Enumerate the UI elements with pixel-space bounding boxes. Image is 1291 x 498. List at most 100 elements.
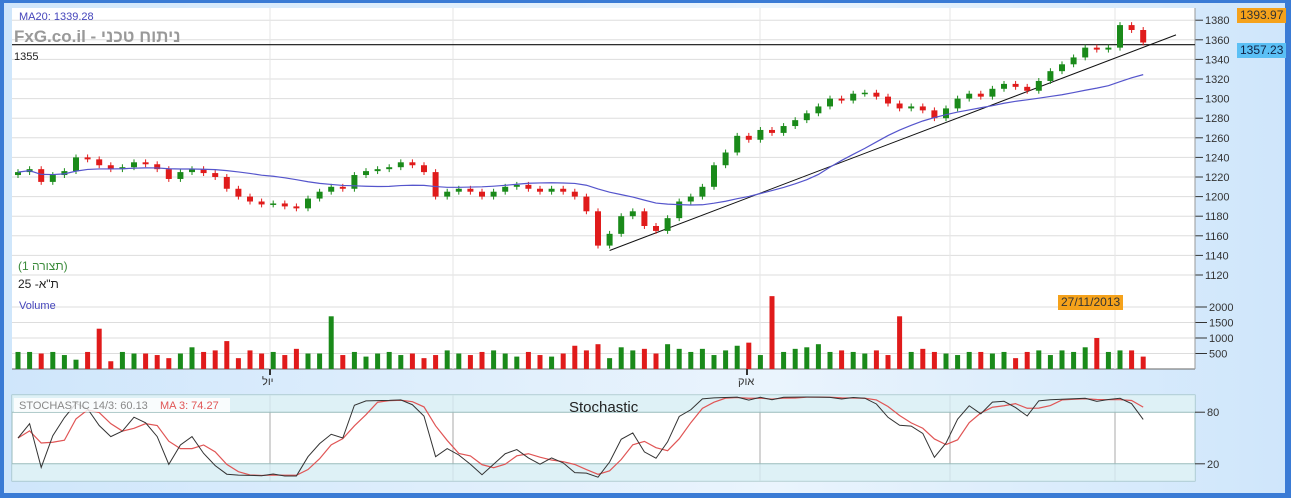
candle-body [1082, 47, 1089, 58]
stoch-ma-line [17, 396, 1144, 477]
volume-bar [143, 353, 149, 369]
volume-bar [757, 355, 763, 369]
candle-body [258, 201, 265, 205]
volume-bar [154, 355, 160, 369]
volume-bar [363, 356, 369, 369]
volume-bar [282, 355, 288, 369]
volume-bar [630, 350, 636, 369]
volume-bar [177, 353, 183, 369]
candle-body [1012, 83, 1019, 87]
volume-bar [966, 351, 972, 369]
candle-body [873, 92, 880, 97]
volume-bar [1071, 351, 1077, 369]
volume-bar [897, 316, 903, 369]
candle-body [374, 169, 381, 172]
volume-bar [955, 355, 961, 369]
volume-bar [27, 351, 33, 369]
volume-bar [537, 355, 543, 369]
volume-bar [456, 353, 462, 369]
candle-body [189, 169, 195, 173]
candle-body [1140, 30, 1147, 43]
volume-bar [989, 353, 995, 369]
stoch-label-bg [14, 398, 230, 412]
price-tick-label: 1300 [1205, 94, 1229, 106]
volume-bar [792, 348, 798, 369]
candle-body [1035, 80, 1042, 91]
candle-body [432, 172, 439, 197]
candle-body [502, 186, 509, 192]
volume-bar [444, 350, 450, 369]
candle-body [1105, 47, 1112, 50]
candle-body [421, 165, 427, 173]
candle-body [235, 188, 242, 197]
candle-body [397, 162, 404, 168]
candle-body [734, 135, 741, 153]
candle-body [281, 203, 288, 207]
candle-body [351, 175, 358, 189]
candle-body [885, 96, 891, 104]
volume-bar [502, 353, 508, 369]
candle-body [73, 157, 79, 172]
candle-body [49, 175, 56, 182]
volume-bar [827, 351, 833, 369]
candle-body [328, 186, 335, 192]
volume-bar [583, 350, 589, 369]
x-tick-jul: יול [262, 376, 274, 388]
candle-body [815, 106, 822, 114]
candle-body [270, 203, 277, 205]
volume-bar [398, 355, 404, 369]
candle-body [548, 188, 555, 192]
price-tick-label: 1220 [1205, 172, 1229, 184]
volume-bar [1082, 347, 1088, 369]
candle-body [780, 126, 787, 133]
candle-body [490, 191, 497, 197]
last-price-box: 1357.23 [1237, 43, 1287, 58]
volume-bar [525, 351, 531, 369]
price-tick-label: 1240 [1205, 152, 1229, 164]
volume-bar [1059, 350, 1065, 369]
volume-bar [73, 359, 79, 369]
price-tick-label: 1200 [1205, 192, 1229, 204]
candle-body [745, 135, 752, 140]
volume-bar [1001, 351, 1007, 369]
stoch-label: STOCHASTIC 14/3: 60.13 [19, 400, 148, 412]
volume-bar [108, 361, 114, 369]
volume-bar [1094, 338, 1100, 369]
candle-body [699, 186, 706, 197]
candle-body [1047, 71, 1054, 81]
candle-body [896, 103, 903, 109]
candle-body [966, 93, 973, 99]
candle-body [954, 98, 961, 109]
candle-body [61, 171, 68, 176]
candle-body [792, 120, 799, 127]
volume-bar [514, 356, 520, 369]
volume-bar [653, 353, 659, 369]
candle-body [409, 162, 416, 166]
candle-body [386, 167, 393, 170]
candle-body [444, 191, 451, 197]
candle-body [722, 152, 729, 166]
volume-bar [560, 353, 566, 369]
chart-window: 1120 1140 1160 1180 1200 1220 1240 1260 1280 1300… [4, 3, 1287, 493]
volume-bar [201, 351, 207, 369]
price-volume-panel [12, 8, 1195, 369]
volume-bar [1105, 351, 1111, 369]
candle-body [537, 188, 543, 192]
price-tick-label: 1120 [1205, 270, 1229, 282]
volume-bar [804, 347, 810, 369]
candle-body [96, 159, 103, 166]
volume-bar [235, 358, 241, 369]
candle-body [339, 186, 346, 189]
volume-bar [676, 348, 682, 369]
volume-bar [908, 351, 914, 369]
volume-bar [1013, 358, 1019, 369]
volume-tick-label: 2000 [1209, 302, 1233, 314]
chart-canvas[interactable]: 1120 1140 1160 1180 1200 1220 1240 1260 1280 1300… [4, 3, 1285, 493]
candle-body [1001, 83, 1007, 89]
candle-body [15, 172, 21, 176]
price-tick-label: 1140 [1205, 250, 1229, 262]
volume-bar [1140, 356, 1146, 369]
volume-bar [305, 353, 311, 369]
volume-tick-label: 1000 [1209, 333, 1233, 345]
candle-body [803, 113, 810, 121]
